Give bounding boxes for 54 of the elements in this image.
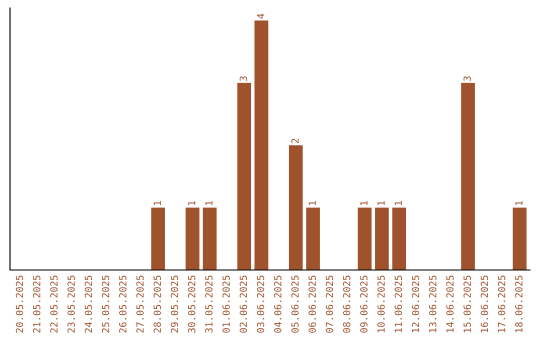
x-tick-label: 27.05.2025 bbox=[136, 276, 144, 333]
x-tick-label: 20.05.2025 bbox=[16, 276, 24, 333]
data-label: 3 bbox=[464, 76, 471, 81]
bar bbox=[512, 208, 527, 270]
data-label: 1 bbox=[205, 201, 212, 206]
bar bbox=[306, 208, 320, 270]
bar bbox=[186, 208, 200, 270]
x-tick-label: 24.05.2025 bbox=[84, 276, 92, 333]
x-tick-label: 23.05.2025 bbox=[67, 276, 75, 333]
x-tick-label: 10.06.2025 bbox=[377, 276, 385, 332]
x-tick-label: 28.05.2025 bbox=[154, 276, 161, 333]
x-tick-label: 29.05.2025 bbox=[170, 276, 178, 333]
data-label: 1 bbox=[360, 201, 368, 206]
x-tick-label: 07.06.2025 bbox=[326, 276, 334, 333]
x-tick-label: 17.06.2025 bbox=[498, 276, 506, 332]
data-label: 3 bbox=[240, 76, 248, 81]
x-tick-label: 31.05.2025 bbox=[205, 276, 213, 333]
x-tick-label: 03.06.2025 bbox=[256, 276, 264, 333]
data-label: 1 bbox=[154, 201, 161, 206]
bar bbox=[375, 208, 389, 270]
bar bbox=[202, 208, 217, 270]
data-label: 4 bbox=[257, 14, 264, 19]
x-tick-label: 13.06.2025 bbox=[429, 276, 436, 332]
bar bbox=[461, 82, 475, 270]
bar bbox=[151, 208, 165, 270]
data-label: 1 bbox=[188, 201, 196, 206]
x-tick-label: 15.06.2025 bbox=[464, 276, 471, 332]
bar bbox=[288, 145, 303, 270]
x-tick-label: 11.06.2025 bbox=[394, 276, 402, 332]
x-tick-label: 25.05.2025 bbox=[102, 276, 110, 333]
x-tick-label: 09.06.2025 bbox=[360, 276, 368, 333]
x-tick-label: 12.06.2025 bbox=[412, 276, 420, 332]
x-tick-label: 22.05.2025 bbox=[50, 276, 58, 333]
data-label: 1 bbox=[515, 201, 522, 206]
x-tick-label: 02.06.2025 bbox=[240, 276, 248, 333]
x-tick-label: 26.05.2025 bbox=[119, 276, 126, 333]
bar bbox=[358, 208, 372, 270]
x-tick-label: 05.06.2025 bbox=[291, 276, 299, 333]
x-tick-label: 18.06.2025 bbox=[515, 276, 523, 332]
x-tick-label: 30.05.2025 bbox=[188, 276, 196, 333]
bar bbox=[237, 82, 252, 270]
x-tick-label: 21.05.2025 bbox=[33, 276, 40, 333]
x-tick-label: 04.06.2025 bbox=[274, 276, 282, 333]
data-label: 1 bbox=[308, 201, 316, 206]
bar bbox=[392, 208, 406, 270]
x-tick-label: 14.06.2025 bbox=[446, 276, 454, 332]
x-tick-label: 16.06.2025 bbox=[480, 276, 488, 332]
bar bbox=[254, 20, 268, 270]
data-label: 1 bbox=[394, 201, 402, 206]
x-tick-label: 08.06.2025 bbox=[342, 276, 350, 333]
x-tick-label: 01.06.2025 bbox=[222, 276, 230, 333]
x-tick-label: 06.06.2025 bbox=[308, 276, 316, 333]
data-label: 1 bbox=[378, 201, 385, 206]
data-label: 2 bbox=[291, 138, 299, 144]
